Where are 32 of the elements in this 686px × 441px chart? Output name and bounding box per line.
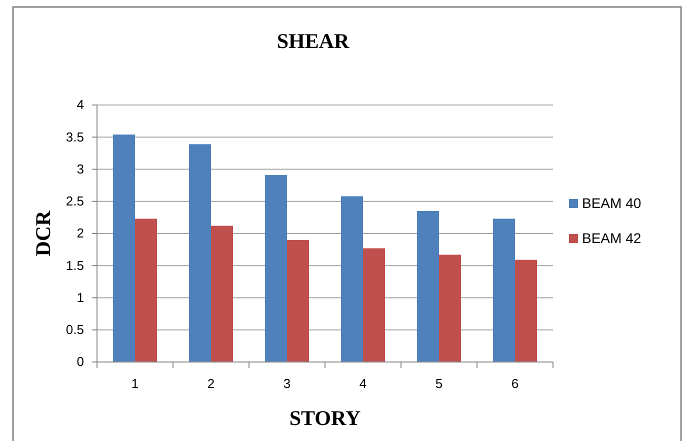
y-tick-label: 2 bbox=[76, 226, 84, 241]
bar bbox=[112, 134, 135, 362]
bar bbox=[211, 226, 234, 362]
y-tick-label: 1 bbox=[76, 290, 84, 305]
bar bbox=[492, 218, 515, 362]
bar bbox=[439, 254, 462, 362]
y-tick-label: 3.5 bbox=[66, 129, 84, 144]
bar bbox=[363, 248, 386, 362]
y-tick-label: 0.5 bbox=[66, 322, 84, 338]
x-tick-label: 4 bbox=[359, 376, 367, 392]
x-axis-title: STORY bbox=[289, 406, 361, 430]
bar bbox=[264, 175, 287, 362]
legend-label: BEAM 42 bbox=[582, 230, 642, 246]
bar bbox=[340, 196, 363, 362]
bar bbox=[416, 211, 439, 362]
x-tick-label: 1 bbox=[131, 376, 139, 392]
x-tick-label: 6 bbox=[511, 376, 519, 392]
bar bbox=[135, 218, 158, 362]
bar bbox=[188, 144, 211, 362]
chart-title: SHEAR bbox=[276, 29, 350, 53]
y-tick-label: 0 bbox=[76, 354, 84, 370]
x-tick-label: 5 bbox=[435, 376, 443, 392]
y-tick-label: 3 bbox=[76, 161, 84, 176]
y-axis-title: DCR bbox=[31, 210, 55, 256]
y-tick-label: 4 bbox=[76, 97, 84, 112]
x-tick-label: 2 bbox=[207, 376, 215, 392]
x-tick-label: 3 bbox=[283, 376, 291, 392]
bar bbox=[287, 240, 310, 362]
legend-label: BEAM 40 bbox=[582, 195, 642, 211]
y-tick-label: 2.5 bbox=[66, 194, 84, 209]
bar bbox=[515, 260, 538, 362]
y-tick-label: 1.5 bbox=[66, 258, 84, 273]
